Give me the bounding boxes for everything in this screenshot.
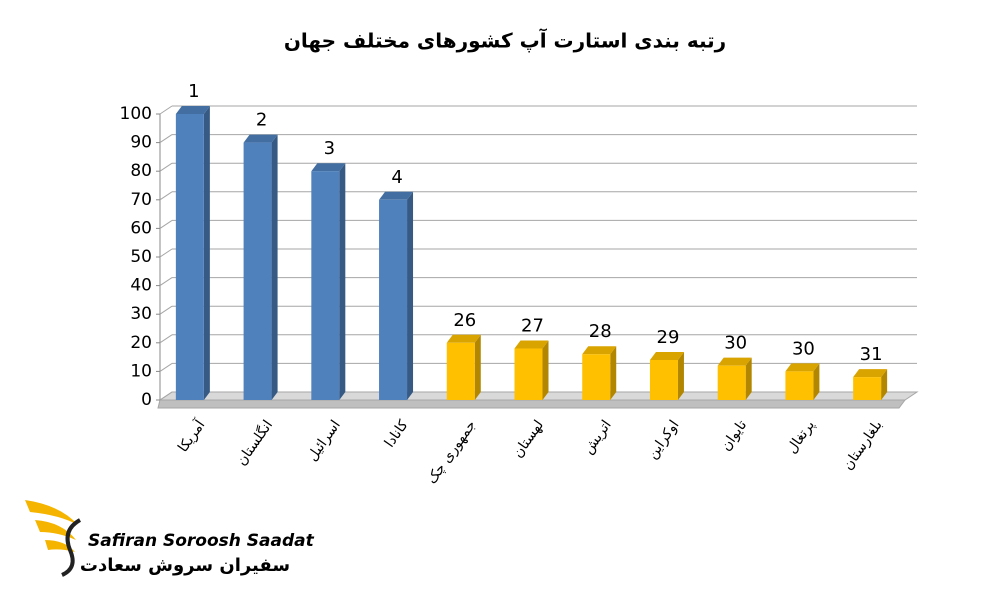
grid-line-depth [159,305,173,315]
bar-top [243,134,278,143]
bar [311,163,346,400]
bar [379,191,414,400]
x-tick-label: کانادا [382,417,412,450]
x-tick-label: تایوان [718,417,750,454]
x-tick-label: لهستان [510,417,547,461]
bar-front [311,171,340,400]
x-tick-label: بلغارستان [840,417,886,473]
grid-line-depth [159,277,173,287]
bar [785,363,820,400]
grid-line-depth [159,134,173,144]
logo-name-fa: سفیران سروش سعادت [80,555,290,576]
x-tick-label: جمهوری چک [424,417,479,487]
bar-top [649,351,684,360]
grid-line-depth [159,105,173,115]
logo: Safiran Soroosh Saadat سفیران سروش سعادت [25,500,315,577]
rank-label: 30 [792,338,815,359]
bar [514,340,549,400]
rank-label: 2 [256,110,267,131]
grid-line-depth [159,362,173,372]
bar-front [243,142,272,400]
bar-top [311,163,346,172]
y-tick-label: 90 [130,133,152,153]
bar-top [379,191,414,200]
x-tick-label: اتریش [580,417,614,457]
rank-label: 29 [657,327,680,348]
x-tick-label: اسرائیل [304,417,343,464]
grid-line-depth [159,162,173,172]
y-tick-label: 20 [130,333,152,353]
bar-front [582,354,611,400]
bar-top [175,106,210,114]
bar-side [881,369,888,400]
bar-side [339,163,346,400]
bar-top [514,340,549,349]
bar-side [813,363,820,400]
chart-title: رتبه بندی استارت آپ کشورهای مختلف جهان [284,28,726,53]
bar-side [474,334,481,400]
y-tick-label: 0 [141,390,152,410]
x-tick-label: آمریکا [174,416,209,455]
y-tick-label: 10 [130,361,152,381]
rank-label: 4 [391,167,402,188]
grid-line-depth [159,248,173,258]
x-tick-label: پرتغال [784,417,818,456]
bar [582,346,617,400]
bar [649,351,684,400]
bar-top [582,346,617,355]
logo-name: Safiran Soroosh Saadat [88,531,315,551]
bar-top [446,334,481,343]
rank-label: 26 [453,310,476,331]
bar [853,369,888,400]
bar-top [717,357,752,366]
bar [717,357,752,400]
bar-front [853,377,882,400]
logo-wings [25,500,78,552]
bar-front [379,199,408,400]
bar-side [407,191,414,400]
y-tick-label: 60 [130,218,152,238]
y-tick-label: 40 [130,276,152,296]
bar [446,334,481,400]
rank-label: 1 [188,81,199,102]
y-tick-label: 100 [120,104,152,124]
logo-swoosh [61,518,82,577]
bar-side [542,340,549,400]
bar-front [649,359,678,400]
bar-top [785,363,820,372]
y-tick-label: 80 [130,161,152,181]
bar-side [271,134,278,400]
floor-front [157,399,906,409]
bar-front [514,348,543,400]
bar [243,134,278,400]
y-tick-label: 70 [130,190,152,210]
grid-line-depth [159,191,173,201]
bar-side [610,346,617,400]
grid-line-depth [159,334,173,344]
bar [175,106,210,400]
grid-line-depth [159,391,173,401]
rank-label: 27 [521,316,544,337]
y-tick-label: 50 [130,247,152,267]
grid-line-depth [159,219,173,229]
rank-label: 28 [589,321,612,342]
bar-front [785,371,814,400]
bar-side [745,357,752,400]
bar-top [853,369,888,378]
y-tick-label: 30 [130,304,152,324]
bar-front [446,342,475,400]
bar-side [677,351,684,400]
rank-label: 30 [724,333,747,354]
bar-front [175,114,204,400]
x-tick-label: اوکراین [644,417,682,462]
bar-front [717,365,746,400]
x-tick-label: انگلستان [233,417,276,469]
bar-side [203,106,210,400]
rank-label: 31 [860,344,883,365]
rank-label: 3 [324,138,335,159]
